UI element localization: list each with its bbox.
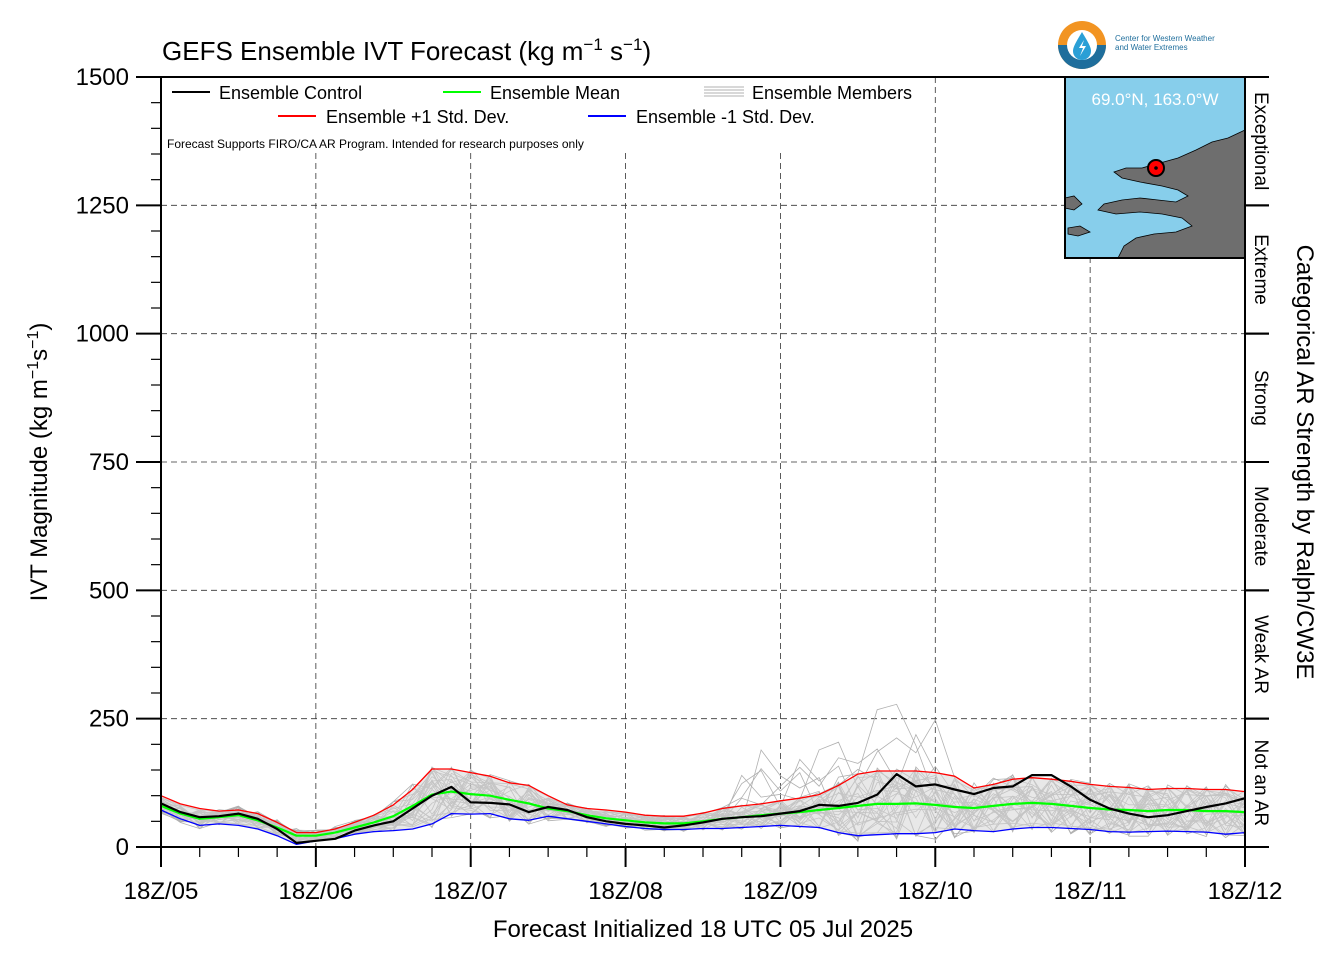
logo-text-line2: and Water Extremes: [1115, 43, 1188, 52]
x-ticks: 18Z/05 18Z/06 18Z/07 18Z/08 18Z/09 18Z/10 18Z/…: [124, 847, 1283, 905]
legend-minus-std-label: Ensemble -1 Std. Dev.: [636, 107, 815, 127]
legend-control-label: Ensemble Control: [219, 83, 362, 103]
ensemble-control-line: [160, 773, 1246, 844]
coast-island: [1067, 225, 1091, 237]
legend-members-swatch: [704, 86, 744, 97]
legend-plus-std-label: Ensemble +1 Std. Dev.: [326, 107, 509, 127]
x-tick-label: 18Z/11: [1054, 878, 1127, 905]
series-lines: [160, 768, 1246, 846]
y-ticks: 0 250 500 750 1000 1250 1500: [76, 64, 161, 861]
y-tick-label: 1250: [76, 192, 129, 219]
category-label: Strong: [1250, 370, 1271, 426]
chart-title: GEFS Ensemble IVT Forecast (kg m−1 s−1): [162, 35, 651, 66]
x-axis-label: Forecast Initialized 18 UTC 05 Jul 2025: [493, 916, 913, 943]
location-label: 69.0°N, 163.0°W: [1092, 90, 1219, 109]
x-tick-label: 18Z/05: [124, 878, 199, 905]
y-tick-label: 0: [116, 834, 129, 861]
x-tick-label: 18Z/10: [898, 878, 973, 905]
research-note: Forecast Supports FIRO/CA AR Program. In…: [167, 137, 584, 151]
y-tick-label: 250: [89, 706, 129, 733]
x-tick-label: 18Z/06: [278, 878, 353, 905]
category-label: Moderate: [1250, 486, 1271, 566]
y-tick-label: 750: [89, 449, 129, 476]
x-tick-label: 18Z/12: [1208, 878, 1283, 905]
legend-mean-label: Ensemble Mean: [490, 83, 620, 103]
plus-std-line: [160, 768, 1246, 834]
y-axis-label: IVT Magnitude (kg m−1s−1): [25, 323, 53, 602]
legend: Ensemble Control Ensemble Mean Ensemble …: [167, 83, 912, 151]
y-tick-label: 500: [89, 577, 129, 604]
cw3e-logo: Center for Western Weather and Water Ext…: [1058, 21, 1215, 69]
location-map-inset: 69.0°N, 163.0°W: [1064, 76, 1246, 259]
std-dev-spread: [161, 769, 1245, 845]
x-tick-label: 18Z/08: [588, 878, 663, 905]
logo-text-line1: Center for Western Weather: [1115, 34, 1215, 43]
y-tick-label: 1000: [76, 321, 129, 348]
spread-fill: [161, 769, 1245, 845]
category-label: Extreme: [1250, 234, 1271, 305]
x-tick-label: 18Z/07: [433, 878, 508, 905]
right-axis-label: Categorical AR Strength by Ralph/CW3E: [1291, 245, 1318, 680]
category-label: Not an AR: [1250, 740, 1271, 827]
x-tick-label: 18Z/09: [743, 878, 818, 905]
category-label: Weak AR: [1250, 615, 1271, 694]
legend-members-label: Ensemble Members: [752, 83, 912, 103]
category-label: Exceptional: [1250, 92, 1271, 190]
y-tick-label: 1500: [76, 64, 129, 91]
minus-std-line: [160, 809, 1246, 846]
